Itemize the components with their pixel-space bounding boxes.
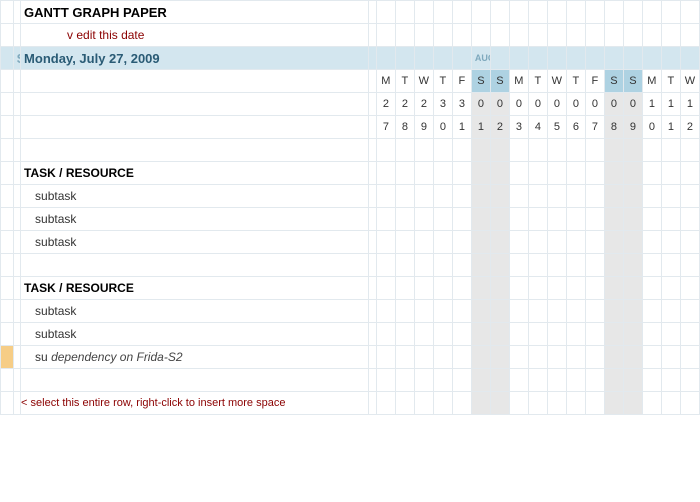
date-digit: 1: [661, 93, 680, 116]
task-heading: TASK / RESOURCE: [21, 277, 369, 300]
dow-cell: F: [585, 70, 604, 93]
dow-cell: M: [376, 70, 395, 93]
blank: [21, 139, 369, 162]
start-date[interactable]: Monday, July 27, 2009: [21, 47, 369, 70]
dnum1-spacer: [21, 93, 369, 116]
date-digit: 0: [642, 116, 661, 139]
date-digit: 1: [452, 116, 471, 139]
subtask-label: subtask: [35, 212, 76, 226]
date-digit: 9: [414, 116, 433, 139]
dow-cell: T: [661, 70, 680, 93]
date-digit: 0: [623, 93, 642, 116]
dow-cell: T: [395, 70, 414, 93]
date-digit: 6: [566, 116, 585, 139]
subtask-label: subtask: [35, 327, 76, 341]
dow-cell: S: [623, 70, 642, 93]
date-digit: 2: [680, 116, 699, 139]
subtask-label: subtask: [35, 189, 76, 203]
footer-hint[interactable]: < select this entire row, right-click to…: [21, 392, 369, 415]
subtask-label: subtask: [35, 304, 76, 318]
date-digit: 8: [395, 116, 414, 139]
subtask-label: su: [35, 350, 48, 364]
blank: [21, 254, 369, 277]
subtask-cell[interactable]: subtask: [21, 300, 369, 323]
date-digit: 2: [414, 93, 433, 116]
date-digit: 1: [680, 93, 699, 116]
date-digit: 0: [528, 93, 547, 116]
subtask-cell[interactable]: su dependency on Frida-S2: [21, 346, 369, 369]
date-digit: 1: [471, 116, 490, 139]
subtask-label: subtask: [35, 235, 76, 249]
date-digit: 9: [623, 116, 642, 139]
dow-cell: S: [471, 70, 490, 93]
date-digit: 0: [490, 93, 509, 116]
date-digit: 3: [509, 116, 528, 139]
task-heading: TASK / RESOURCE: [21, 162, 369, 185]
subtask-cell[interactable]: subtask: [21, 231, 369, 254]
dow-cell: T: [566, 70, 585, 93]
date-digit: 7: [376, 116, 395, 139]
date-digit: 0: [433, 116, 452, 139]
dow-cell: W: [547, 70, 566, 93]
date-digit: 1: [642, 93, 661, 116]
dow-cell: T: [528, 70, 547, 93]
date-digit: 0: [604, 93, 623, 116]
gantt-grid: GANTT GRAPH PAPER v edit this date STARTMo…: [0, 0, 700, 415]
subtask-cell[interactable]: subtask: [21, 208, 369, 231]
date-digit: 2: [376, 93, 395, 116]
dow-cell: S: [490, 70, 509, 93]
dow-cell: M: [642, 70, 661, 93]
date-digit: 3: [433, 93, 452, 116]
subtask-cell[interactable]: subtask: [21, 323, 369, 346]
dow-cell: M: [509, 70, 528, 93]
start-label: START: [13, 47, 20, 70]
dow-cell: S: [604, 70, 623, 93]
edit-hint: v edit this date: [21, 24, 369, 47]
dependency-label: dependency on Frida-S2: [51, 350, 182, 364]
dow-cell: F: [452, 70, 471, 93]
date-digit: 3: [452, 93, 471, 116]
date-digit: 2: [490, 116, 509, 139]
page-title: GANTT GRAPH PAPER: [21, 1, 369, 24]
month-label: AUG: [471, 47, 490, 70]
dow-cell: T: [433, 70, 452, 93]
date-digit: 1: [661, 116, 680, 139]
date-digit: 0: [566, 93, 585, 116]
date-digit: 2: [395, 93, 414, 116]
date-digit: 0: [547, 93, 566, 116]
date-digit: 0: [585, 93, 604, 116]
subtask-cell[interactable]: subtask: [21, 185, 369, 208]
blank: [21, 369, 369, 392]
dnum2-spacer: [21, 116, 369, 139]
dow-cell: W: [680, 70, 699, 93]
edit-hint-text: v edit this date: [67, 28, 144, 42]
date-digit: 7: [585, 116, 604, 139]
date-digit: 8: [604, 116, 623, 139]
date-digit: 0: [509, 93, 528, 116]
dow-spacer: [21, 70, 369, 93]
date-digit: 4: [528, 116, 547, 139]
date-digit: 0: [471, 93, 490, 116]
dow-cell: W: [414, 70, 433, 93]
date-digit: 5: [547, 116, 566, 139]
